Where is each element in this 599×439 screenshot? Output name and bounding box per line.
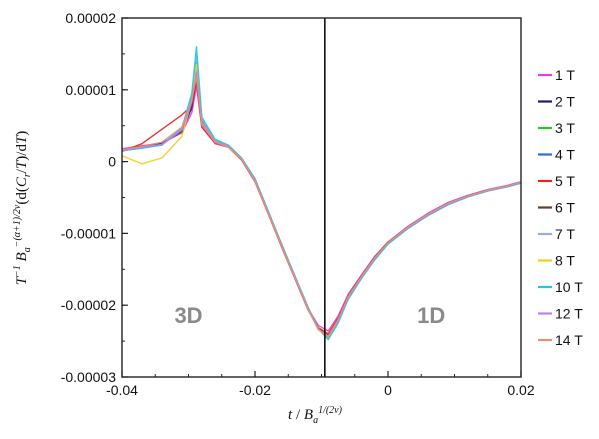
series-line-8t xyxy=(121,64,522,339)
x-ticks: -0.04 -0.02 0 0.02 xyxy=(106,371,535,398)
y-tick-label: -0.00001 xyxy=(61,225,116,241)
series-line-5t xyxy=(121,80,522,335)
legend-label: 2 T xyxy=(555,94,575,110)
series-line-7t xyxy=(121,54,522,339)
series-line-10t xyxy=(121,46,522,341)
legend: 1 T 2 T 3 T 4 T 5 T 6 T 7 T 8 T 10 T 12 T 14 T xyxy=(538,67,583,348)
y-tick-label: 0 xyxy=(108,154,116,170)
series-line-12t xyxy=(121,71,522,338)
series-line-1t xyxy=(121,85,522,332)
y-tick-label: 0.00002 xyxy=(65,10,116,26)
legend-label: 6 T xyxy=(555,200,575,216)
series-line-6t xyxy=(121,73,522,337)
x-tick-label: -0.04 xyxy=(106,382,138,398)
region-labels: 3D 1D xyxy=(174,303,445,328)
y-tick-label: -0.00002 xyxy=(61,297,116,313)
region-label-3d: 3D xyxy=(174,303,202,328)
x-tick-label: -0.02 xyxy=(239,382,271,398)
legend-label: 12 T xyxy=(555,306,583,322)
legend-label: 10 T xyxy=(555,279,583,295)
series-layer xyxy=(121,46,522,341)
region-label-1d: 1D xyxy=(417,303,445,328)
series-line-14t xyxy=(121,76,522,337)
x-tick-label: 0 xyxy=(384,382,392,398)
legend-label: 1 T xyxy=(555,67,575,83)
legend-label: 3 T xyxy=(555,120,575,136)
legend-label: 5 T xyxy=(555,173,575,189)
y-ticks: 0.00002 0.00001 0 -0.00001 -0.00002 -0.00003 xyxy=(61,10,128,385)
x-tick-label: 0.02 xyxy=(507,382,534,398)
y-tick-label: -0.00003 xyxy=(61,369,116,385)
y-tick-label: 0.00001 xyxy=(65,82,116,98)
legend-label: 4 T xyxy=(555,147,575,163)
legend-label: 7 T xyxy=(555,226,575,242)
legend-label: 8 T xyxy=(555,253,575,269)
series-line-4t xyxy=(121,61,522,340)
y-axis-label: T−1 Ba−(α+1)/2ν(d(Cr/T)/dT) xyxy=(12,131,33,286)
x-axis-label: t / Ba1/(2ν) xyxy=(288,405,343,426)
series-line-3t xyxy=(121,69,522,339)
legend-label: 14 T xyxy=(555,332,583,348)
